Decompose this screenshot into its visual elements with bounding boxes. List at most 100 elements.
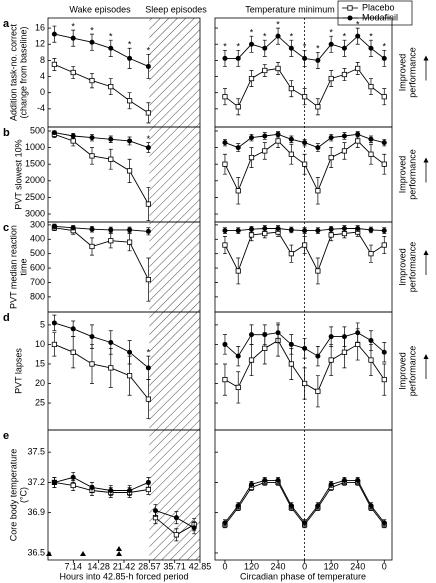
modafinil-marker (145, 63, 151, 69)
modafinil-marker (51, 223, 57, 229)
modafinil-marker (127, 227, 133, 233)
placebo-marker (145, 486, 151, 493)
significance: * (236, 42, 240, 52)
panel-frame (214, 17, 393, 128)
significance: * (356, 19, 360, 29)
legend-label: Placebo (362, 2, 395, 12)
placebo-marker (328, 357, 334, 363)
y-tick-label: 500 (30, 125, 45, 135)
y-tick-label: 600 (30, 262, 45, 272)
modafinil-marker (51, 130, 57, 136)
y-tick-label: 37.2 (27, 477, 45, 487)
placebo-marker (89, 153, 95, 159)
placebo-marker (248, 232, 255, 238)
modafinil-marker (355, 33, 361, 39)
placebo-marker (328, 75, 334, 82)
placebo-marker (315, 268, 321, 274)
significance: * (147, 46, 151, 56)
y-tick-label: 1500 (25, 159, 45, 169)
annotation: performance (407, 242, 417, 293)
placebo-marker (355, 138, 361, 144)
panel-frame (47, 429, 201, 561)
modafinil-marker (108, 487, 114, 493)
y-tick-label: -4 (37, 103, 45, 113)
modafinil-marker (262, 45, 268, 51)
annotation: performance (407, 149, 417, 200)
significance: * (263, 32, 267, 42)
panel-letter: a (3, 18, 10, 30)
placebo-marker (70, 482, 76, 489)
y-axis-label: (change from baseline) (18, 26, 28, 118)
modafinil-marker (262, 477, 268, 483)
placebo-marker (51, 61, 57, 68)
placebo-marker (368, 251, 374, 257)
placebo-marker (235, 268, 241, 274)
modafinil-marker (89, 135, 95, 141)
modafinil-marker (191, 525, 197, 531)
modafinil-marker (262, 225, 268, 231)
placebo-marker (262, 67, 268, 74)
modafinil-marker (355, 225, 361, 231)
y-tick-label: 10 (35, 339, 45, 349)
modafinil-marker (381, 55, 387, 61)
modafinil-marker (341, 477, 347, 483)
modafinil-marker (275, 477, 281, 483)
placebo-marker (145, 396, 151, 402)
placebo-marker (89, 361, 95, 367)
placebo-marker (302, 380, 308, 387)
placebo-marker (145, 276, 151, 283)
modafinil-marker (381, 520, 387, 526)
modafinil-marker (108, 136, 114, 142)
placebo-marker (262, 345, 268, 351)
x-tick-label: 14.28 (87, 561, 110, 571)
modafinil-marker (368, 227, 374, 233)
series-line (54, 33, 149, 67)
placebo-marker (89, 243, 95, 250)
modafinil-marker (51, 31, 57, 37)
placebo-marker (368, 357, 374, 363)
modafinil-marker (222, 140, 228, 146)
y-tick-label: 12 (35, 39, 45, 49)
x-tick-label: 35.71 (163, 561, 186, 571)
modafinil-marker (51, 320, 57, 326)
placebo-marker (341, 349, 348, 355)
placebo-marker (288, 361, 294, 367)
placebo-marker (248, 75, 255, 82)
modafinil-marker (315, 57, 321, 63)
modafinil-marker (381, 349, 387, 355)
x-tick-label: 240 (271, 561, 286, 571)
sleep-header: Sleep episodes (145, 4, 207, 14)
modafinil-marker (355, 477, 361, 483)
panel-letter: e (3, 430, 9, 442)
modafinil-marker (89, 484, 95, 490)
placebo-marker (248, 357, 255, 363)
annotation: Improved (397, 352, 407, 390)
modafinil-marker (315, 353, 321, 359)
x-axis-title: Circadian phase of temperature (240, 571, 366, 581)
modafinil-marker (127, 138, 133, 144)
y-tick-label: 400 (30, 234, 45, 244)
placebo-marker (355, 341, 361, 348)
dose-markers (46, 546, 122, 556)
modafinil-marker (368, 338, 374, 344)
y-tick-label: 15 (35, 358, 45, 368)
modafinil-marker (108, 227, 114, 233)
placebo-marker (341, 230, 348, 237)
significance: * (382, 42, 386, 52)
placebo-marker (341, 148, 348, 154)
modafinil-marker (145, 365, 151, 371)
placebo-marker (70, 349, 76, 355)
modafinil-marker (235, 55, 241, 61)
significance: * (303, 42, 307, 52)
annotation: Improved (397, 54, 407, 92)
y-tick-label: 500 (30, 248, 45, 258)
modafinil-marker (249, 41, 255, 47)
significance: * (90, 26, 94, 36)
y-axis-label: PVT lapses (13, 348, 23, 394)
placebo-marker (126, 373, 133, 379)
series-line (54, 225, 149, 232)
x-tick-label: 240 (350, 561, 365, 571)
x-tick-label: 21.42 (113, 561, 136, 571)
y-tick-label: 700 (30, 277, 45, 287)
